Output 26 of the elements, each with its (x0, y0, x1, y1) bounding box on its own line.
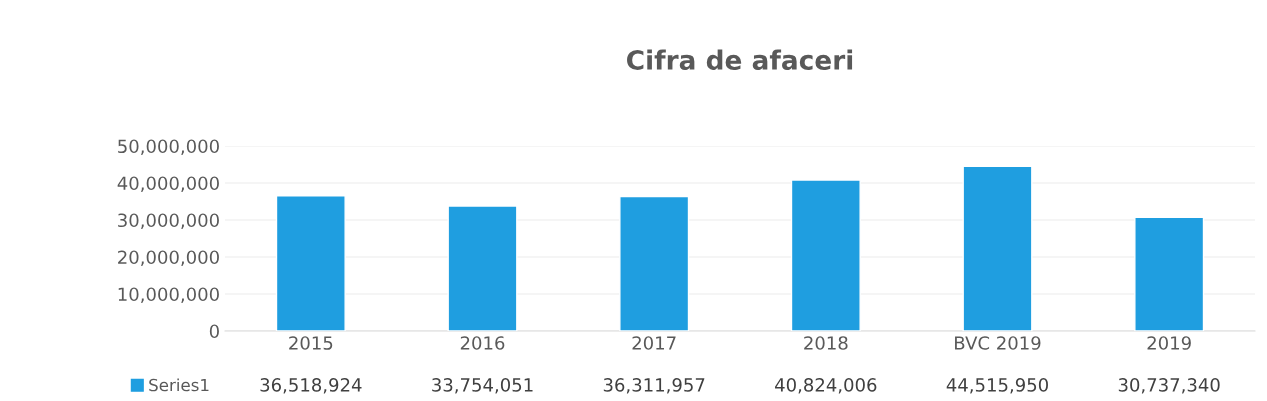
y-tick-label: 40,000,000 (117, 176, 219, 192)
bar (619, 195, 690, 331)
bar (1134, 216, 1205, 331)
text: 33,754,051 (432, 378, 533, 394)
bar (447, 205, 518, 331)
x-tick-label: 2016 (460, 336, 505, 350)
text: 36,311,957 (603, 378, 705, 394)
x-tick-label: 2018 (804, 336, 848, 350)
bar (962, 165, 1033, 331)
x-tick-label: 2015 (289, 336, 333, 350)
bar (275, 195, 346, 331)
x-tick-label: 2019 (1147, 336, 1191, 350)
text: 36,518,924 (260, 378, 362, 394)
y-tick-label: 10,000,000 (118, 287, 219, 303)
x-tick-label: BVC 2019 (955, 336, 1041, 350)
text: 44,515,950 (946, 378, 1048, 394)
bar (790, 179, 861, 331)
text: 40,824,006 (775, 378, 877, 394)
chart-title: Cifra de afaceri (627, 49, 853, 70)
x-tick-label: 2017 (632, 336, 676, 350)
legend-label: Series1 (149, 378, 209, 392)
y-tick-label: 30,000,000 (118, 213, 219, 229)
y-tick-label: 50,000,000 (118, 139, 219, 155)
y-tick-label: 20,000,000 (118, 250, 219, 266)
y-tick-label: 0 (209, 324, 219, 339)
text: 30,737,340 (1118, 378, 1220, 394)
